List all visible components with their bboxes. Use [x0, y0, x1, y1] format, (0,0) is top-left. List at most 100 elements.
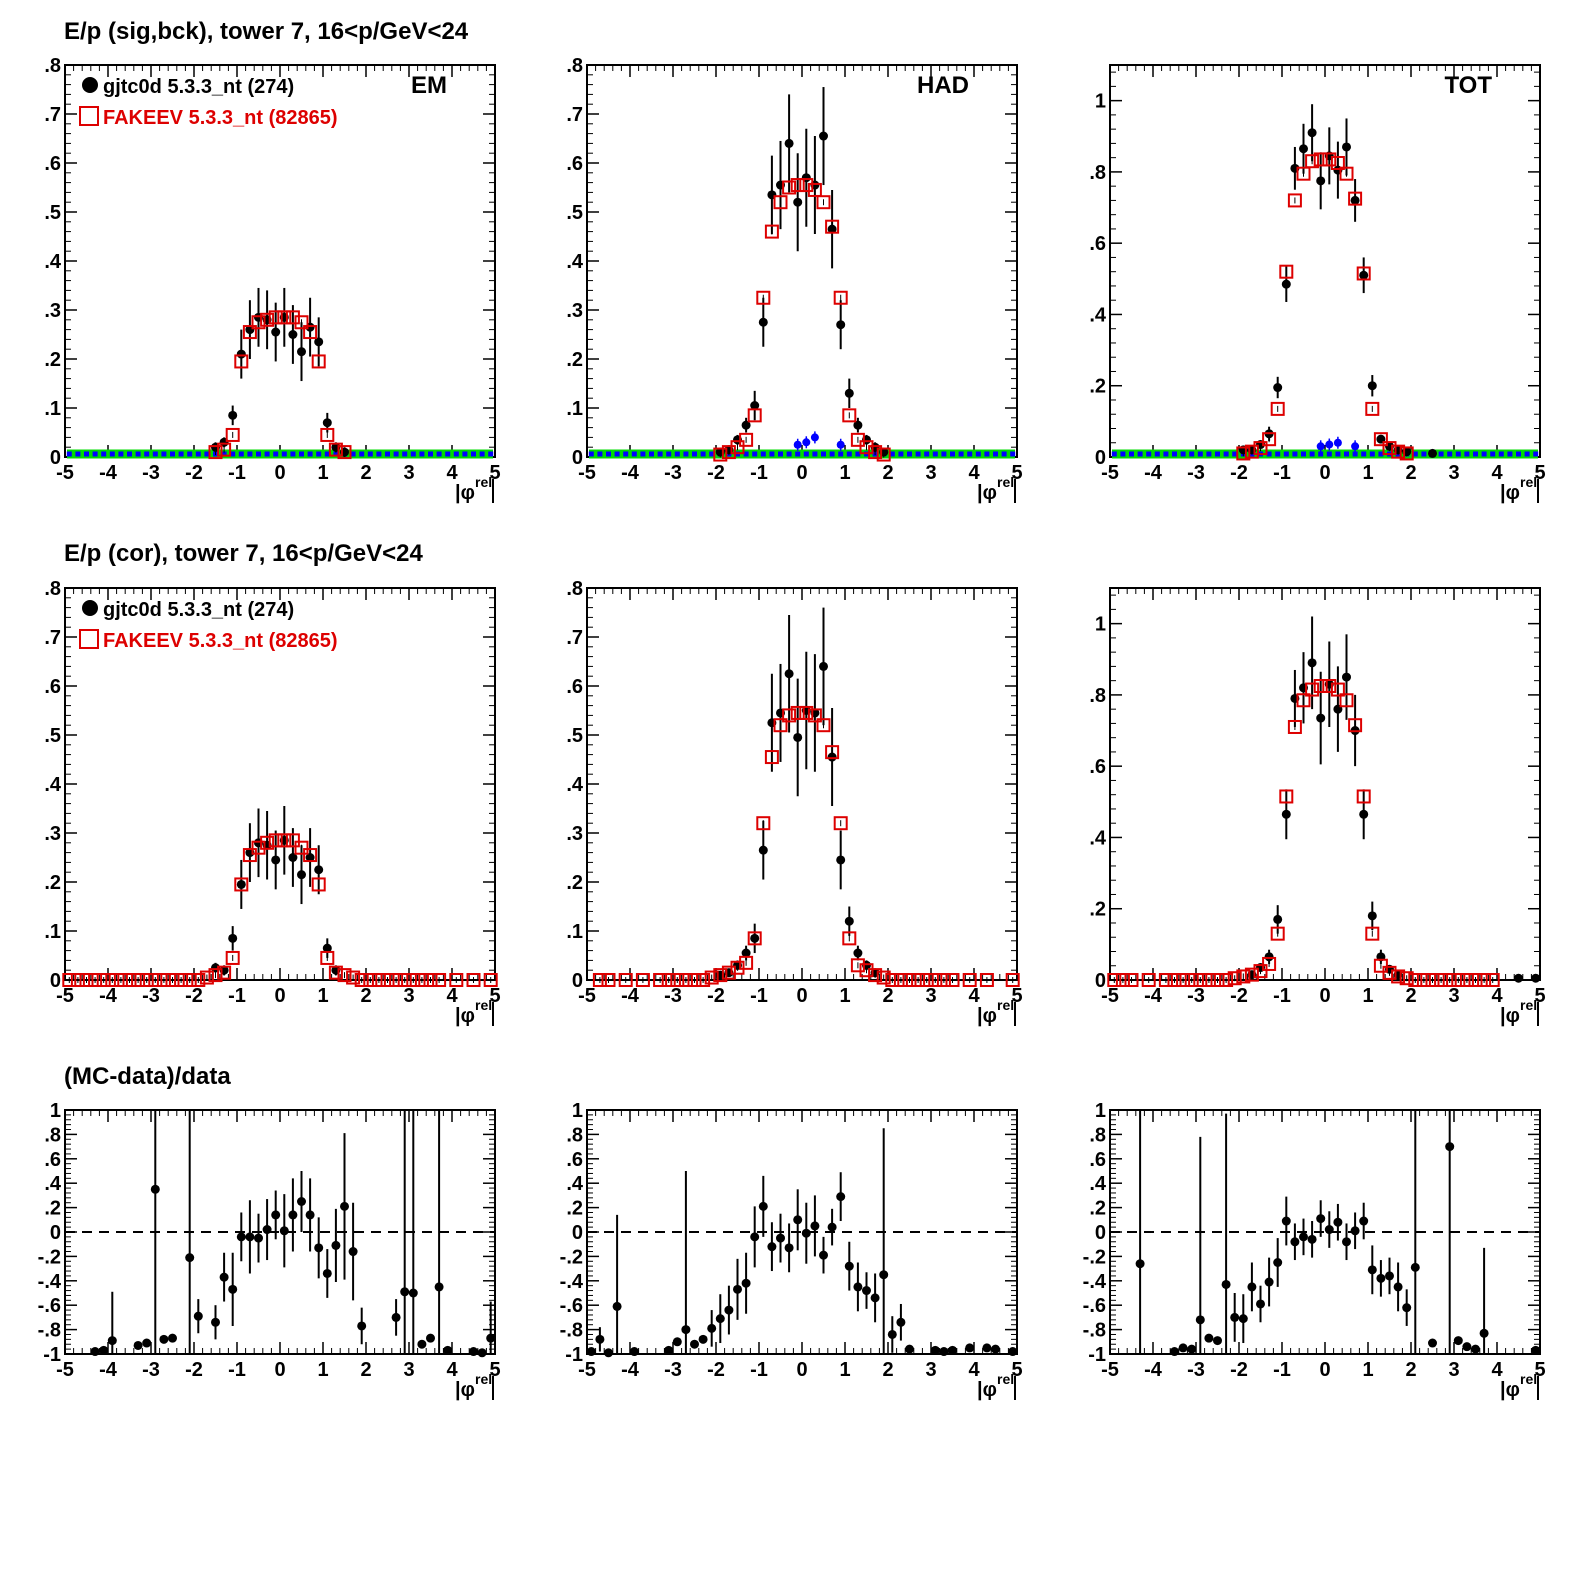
mc-point	[825, 745, 840, 760]
y-tick-label: .2	[1089, 376, 1106, 398]
y-tick-label: .1	[566, 398, 583, 420]
background-data-marker	[1146, 451, 1152, 457]
background-data-marker	[778, 451, 783, 457]
data-point	[939, 1347, 949, 1357]
x-tick-label: 3	[1448, 985, 1459, 1007]
data-point	[612, 1301, 622, 1311]
mc-point	[1287, 719, 1302, 734]
x-axis-label: |φ	[977, 1379, 997, 1401]
x-tick-label: 1	[1362, 985, 1373, 1007]
panel-ratio-TOT: -5 -4 -3 -2 -1 0 1 2 3 4 5|φ rel-1-.8-.6-.4-.20.2.4…	[1083, 1100, 1546, 1401]
data-point	[784, 669, 794, 679]
x-tick-label: 1	[839, 462, 850, 484]
mc-point	[1373, 432, 1388, 447]
background-data-marker	[1215, 451, 1220, 457]
data-point	[1324, 1225, 1334, 1235]
y-tick-label: .4	[1089, 827, 1107, 849]
mc-point	[721, 965, 736, 980]
background-data-marker	[1223, 451, 1229, 457]
mc-point	[432, 973, 447, 987]
x-tick-label: 1	[1362, 1359, 1373, 1381]
data-point	[1316, 1214, 1326, 1224]
x-tick-label: -5	[56, 985, 74, 1007]
x-tick-label: -5	[578, 462, 596, 484]
plot-frame	[586, 64, 1018, 458]
mc-point	[1313, 152, 1328, 167]
background-data-marker	[1490, 451, 1496, 457]
x-tick-label: -2	[1230, 985, 1248, 1007]
y-tick-label: .4	[44, 251, 62, 273]
data-point	[1307, 658, 1317, 668]
data-point	[1531, 1345, 1541, 1355]
data-point	[322, 1268, 332, 1278]
background-data-marker	[324, 451, 330, 457]
mc-point	[730, 960, 745, 975]
mc-point	[885, 973, 900, 987]
background-data-marker	[907, 451, 912, 457]
background-data-marker	[812, 451, 818, 457]
mc-point	[782, 180, 797, 195]
background-data-marker	[419, 451, 425, 457]
mc-point	[868, 445, 883, 460]
background-data-marker	[1533, 451, 1539, 457]
mc-point	[1227, 971, 1242, 986]
mc-point	[1373, 958, 1388, 973]
mc-point	[859, 440, 874, 455]
x-tick-label: 3	[925, 1359, 936, 1381]
data-point	[672, 1337, 682, 1347]
x-axis-label-superscript: rel	[475, 1371, 492, 1387]
x-tick-label: 1	[839, 985, 850, 1007]
data-point	[836, 855, 846, 865]
y-tick-label: -.2	[1083, 1246, 1106, 1268]
x-tick-label: -2	[1230, 1359, 1248, 1381]
mc-point	[294, 840, 309, 855]
mc-point	[747, 931, 762, 946]
mc-point	[1451, 973, 1466, 987]
background-data-marker	[118, 451, 124, 457]
x-tick-label: -3	[1187, 462, 1205, 484]
x-tick-label: 4	[968, 985, 980, 1007]
data-point	[836, 320, 846, 330]
x-axis-label-superscript: rel	[1520, 474, 1537, 490]
y-tick-label: .6	[44, 153, 61, 175]
x-tick-label: 1	[317, 985, 328, 1007]
mc-point	[113, 973, 128, 987]
y-tick-label: .6	[566, 153, 583, 175]
mc-point	[148, 973, 163, 987]
data-point	[664, 1345, 674, 1355]
x-tick-label: 4	[446, 462, 458, 484]
mc-point	[945, 973, 960, 987]
mc-point	[242, 325, 257, 340]
data-point	[434, 1282, 444, 1292]
background-data-marker	[290, 451, 296, 457]
data-point	[1230, 1312, 1240, 1322]
data-point	[784, 1243, 794, 1253]
plot-frame	[586, 587, 1018, 981]
background-data-marker	[462, 451, 468, 457]
data-point	[930, 1345, 940, 1355]
mc-point	[1244, 444, 1259, 459]
background-data-marker	[453, 451, 459, 457]
background-data-marker	[1438, 451, 1444, 457]
background-data-marker	[1001, 451, 1007, 457]
background-data-point	[810, 433, 819, 442]
mc-point	[936, 973, 951, 987]
background-data-marker	[204, 451, 210, 457]
mc-point	[911, 973, 926, 987]
y-tick-label: -.2	[38, 1246, 61, 1268]
mc-point	[893, 973, 908, 987]
background-data-point	[802, 438, 811, 447]
x-tick-label: -4	[621, 985, 640, 1007]
y-tick-label: -1	[1088, 1344, 1106, 1366]
background-data-marker	[821, 451, 826, 457]
background-data-marker	[700, 451, 706, 457]
y-tick-label: .8	[566, 578, 583, 600]
mc-point	[670, 973, 685, 987]
background-data-marker	[333, 451, 339, 457]
mc-point	[294, 315, 309, 330]
row-title-ratio: (MC-data)/data	[64, 1063, 231, 1090]
x-tick-label: -1	[750, 985, 768, 1007]
background-data-marker	[161, 451, 167, 457]
y-tick-label: 0	[1095, 447, 1106, 469]
y-tick-label: .8	[1089, 1124, 1106, 1146]
